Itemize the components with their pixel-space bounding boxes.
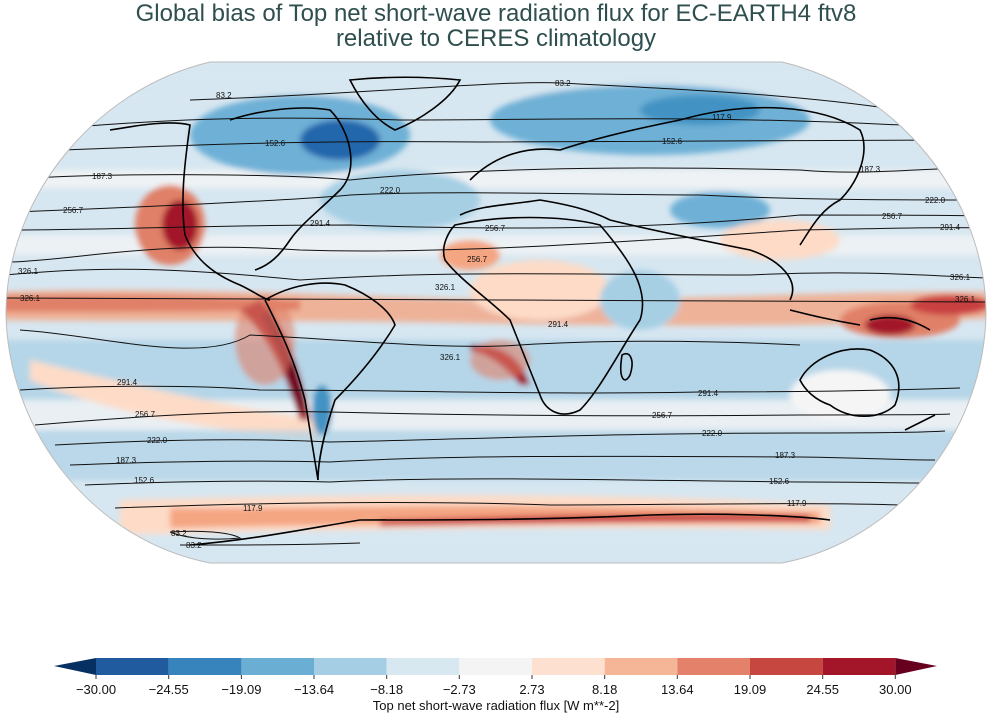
svg-text:326.1: 326.1 [18,267,39,276]
colorbar [54,658,937,679]
svg-text:222.0: 222.0 [147,436,168,445]
svg-text:326.1: 326.1 [435,283,456,292]
svg-text:291.4: 291.4 [940,223,961,232]
colorbar-tick-label: −24.55 [148,682,189,697]
svg-text:117.9: 117.9 [712,113,732,122]
svg-text:291.4: 291.4 [117,378,138,387]
colorbar-tick-label: −19.09 [221,682,262,697]
colorbar-tick-label: 30.00 [879,682,912,697]
svg-text:222.0: 222.0 [380,186,401,195]
svg-text:83.2: 83.2 [171,529,187,538]
svg-text:256.7: 256.7 [63,206,84,215]
svg-text:187.3: 187.3 [860,165,881,174]
svg-text:291.4: 291.4 [548,320,569,329]
svg-text:256.7: 256.7 [135,410,156,419]
svg-text:256.7: 256.7 [467,255,488,264]
svg-text:187.3: 187.3 [775,451,796,460]
colorbar-tick-label: −2.73 [442,682,476,697]
svg-text:187.3: 187.3 [92,172,113,181]
svg-text:326.1: 326.1 [955,295,976,304]
world-map-plot: 83.2 83.2 117.9 152.6 152.6 187.3 187.3 … [5,61,987,564]
chart-title-line-1: Global bias of Top net short-wave radiat… [135,0,857,27]
svg-text:187.3: 187.3 [116,456,137,465]
colorbar-tick-label: 24.55 [806,682,839,697]
svg-text:152.6: 152.6 [769,477,790,486]
colorbar-tick-label: 13.64 [661,682,694,697]
svg-text:152.6: 152.6 [662,137,683,146]
svg-text:326.1: 326.1 [950,273,971,282]
svg-text:291.4: 291.4 [310,219,331,228]
colorbar-axis-label: Top net short-wave radiation flux [W m**… [372,698,620,713]
svg-text:326.1: 326.1 [440,353,461,362]
svg-text:152.6: 152.6 [265,139,286,148]
colorbar-tick-label: −8.18 [370,682,404,697]
svg-text:83.2: 83.2 [555,79,571,88]
svg-text:256.7: 256.7 [485,224,506,233]
colorbar-tick-label: 19.09 [733,682,767,697]
svg-text:83.2: 83.2 [216,91,232,100]
colorbar-tick-label: 8.18 [592,682,618,697]
svg-text:256.7: 256.7 [882,212,903,221]
svg-text:222.0: 222.0 [702,429,723,438]
svg-text:117.9: 117.9 [243,504,263,513]
chart-title-line-2: relative to CERES climatology [335,25,657,52]
colorbar-tick-label: −13.64 [293,682,335,697]
svg-text:256.7: 256.7 [652,411,673,420]
svg-text:117.9: 117.9 [787,499,807,508]
colorbar-tick-label: −30.00 [75,682,117,697]
svg-text:83.2: 83.2 [186,541,202,550]
colorbar-tick-label: 2.73 [519,682,545,697]
svg-text:222.0: 222.0 [925,196,946,205]
svg-text:326.1: 326.1 [20,294,41,303]
svg-text:152.6: 152.6 [134,476,155,485]
svg-text:291.4: 291.4 [698,389,719,398]
